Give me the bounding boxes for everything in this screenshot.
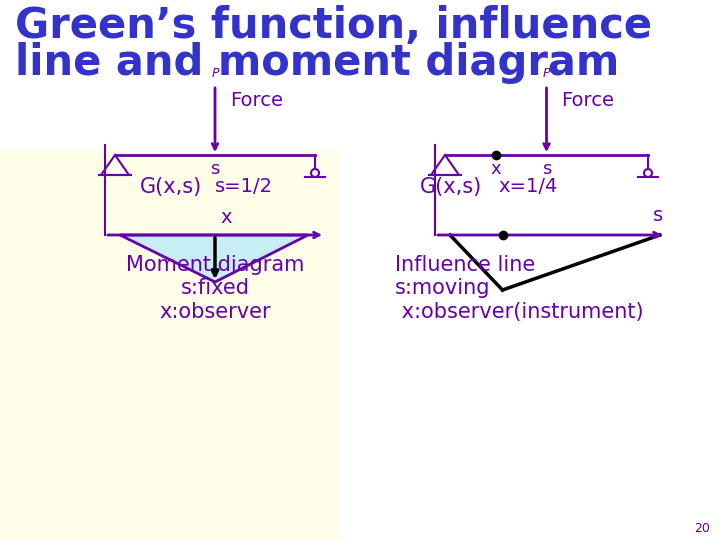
- FancyBboxPatch shape: [0, 150, 340, 540]
- Text: s:moving: s:moving: [395, 278, 490, 298]
- Text: s: s: [653, 206, 663, 225]
- Text: s=1/2: s=1/2: [215, 177, 273, 196]
- Text: P: P: [211, 67, 219, 80]
- Text: Influence line: Influence line: [395, 255, 535, 275]
- Text: s:fixed: s:fixed: [181, 278, 250, 298]
- Text: G(x,s): G(x,s): [420, 177, 482, 197]
- Text: x: x: [490, 160, 501, 178]
- Text: x: x: [220, 208, 232, 227]
- Text: x=1/4: x=1/4: [498, 177, 557, 196]
- Text: Moment diagram: Moment diagram: [126, 255, 304, 275]
- Text: P: P: [543, 67, 550, 80]
- Text: x:observer(instrument): x:observer(instrument): [395, 302, 644, 322]
- Text: 20: 20: [694, 522, 710, 535]
- Text: Force: Force: [562, 91, 614, 110]
- Text: Green’s function, influence: Green’s function, influence: [15, 5, 652, 47]
- Text: s: s: [542, 160, 552, 178]
- Polygon shape: [120, 235, 308, 282]
- Text: G(x,s): G(x,s): [140, 177, 202, 197]
- Text: Force: Force: [230, 91, 283, 110]
- Text: x:observer: x:observer: [159, 302, 271, 322]
- Text: s: s: [210, 160, 220, 178]
- Text: line and moment diagram: line and moment diagram: [15, 42, 619, 84]
